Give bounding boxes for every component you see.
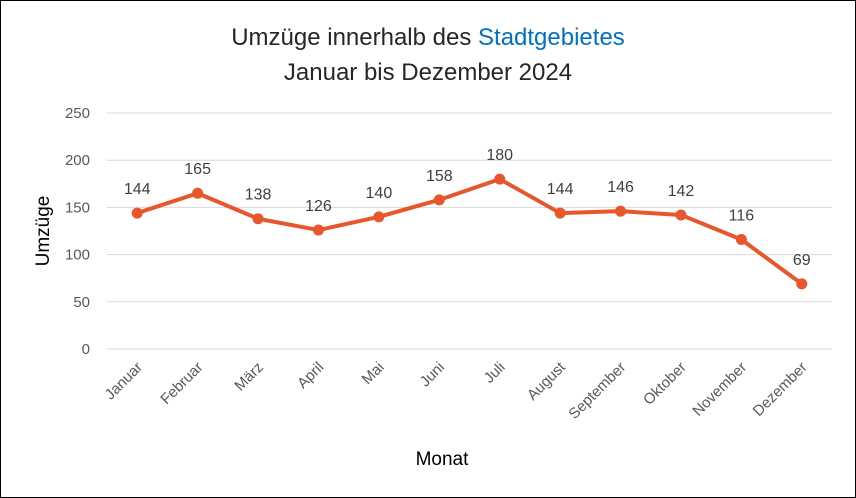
data-label: 138 — [245, 187, 272, 204]
x-tick-label: Februar — [157, 359, 206, 408]
chart-title-accent: Stadtgebietes — [478, 24, 625, 51]
x-tick-label: März — [231, 359, 267, 395]
data-point — [192, 187, 204, 199]
data-label: 116 — [729, 207, 755, 224]
x-tick-label: September — [565, 359, 629, 423]
chart-title-main: Umzüge innerhalb des — [231, 24, 471, 51]
data-label: 142 — [668, 183, 695, 200]
y-tick-label: 50 — [73, 294, 90, 311]
data-point — [735, 233, 747, 245]
data-point — [131, 207, 143, 219]
data-label: 158 — [426, 168, 453, 185]
data-label: 180 — [486, 147, 513, 164]
x-tick-label: Dezember — [750, 359, 811, 420]
data-point — [312, 224, 324, 236]
x-tick-label: Juni — [417, 359, 448, 390]
y-tick-label: 250 — [65, 105, 90, 122]
data-label: 144 — [124, 181, 151, 198]
data-labels: 144 165 138 126 140 158 180 144 146 142 116 69 — [124, 147, 811, 269]
chart-title: Umzüge innerhalb des Stadtgebietes — [231, 24, 625, 51]
data-label: 165 — [184, 161, 211, 178]
data-point — [252, 213, 264, 225]
x-tick-label: Oktober — [640, 359, 690, 409]
x-tick-label: August — [524, 358, 570, 404]
data-point — [796, 278, 808, 290]
y-tick-label: 100 — [65, 247, 90, 264]
data-label: 146 — [607, 179, 634, 196]
series — [131, 173, 808, 290]
data-point — [433, 194, 445, 206]
data-point — [554, 207, 566, 219]
gridlines — [107, 112, 832, 350]
y-axis-title: Umzüge — [33, 196, 54, 267]
data-point — [494, 173, 506, 185]
data-point — [675, 209, 687, 221]
y-tick-label: 0 — [82, 341, 90, 358]
x-axis-ticks: Januar Februar März April Mai Juni Juli AugustS… — [102, 358, 811, 422]
x-tick-label: Juli — [481, 359, 509, 387]
y-axis-ticks: 0 50 100 150 200 250 — [65, 105, 90, 358]
data-label: 140 — [366, 185, 393, 202]
y-tick-label: 150 — [65, 199, 90, 216]
series-line — [135, 177, 804, 286]
x-axis-title: Monat — [416, 449, 470, 470]
chart-subtitle: Januar bis Dezember 2024 — [284, 59, 572, 86]
x-tick-label: Mai — [359, 359, 388, 388]
data-point — [615, 205, 627, 217]
data-label: 144 — [547, 181, 574, 198]
x-tick-label: Januar — [102, 359, 146, 403]
data-label: 69 — [793, 252, 811, 269]
y-tick-label: 200 — [65, 152, 90, 169]
x-tick-label: November — [689, 359, 750, 420]
data-label: 126 — [305, 198, 332, 215]
x-tick-label: April — [294, 359, 327, 392]
data-point — [373, 211, 385, 223]
